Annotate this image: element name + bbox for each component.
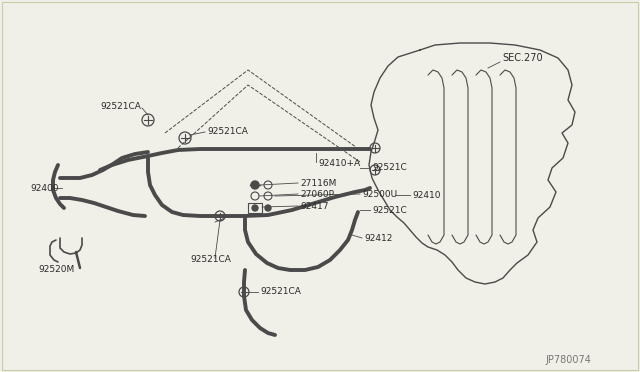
Text: 92521CA: 92521CA <box>207 126 248 135</box>
Text: 92521CA: 92521CA <box>100 102 141 110</box>
Text: JP780074: JP780074 <box>545 355 591 365</box>
Text: 92521CA: 92521CA <box>190 256 231 264</box>
Text: 92521C: 92521C <box>372 163 407 171</box>
Text: 92500U: 92500U <box>362 189 397 199</box>
Text: 27060P: 27060P <box>300 189 334 199</box>
Text: 92410+A: 92410+A <box>318 158 360 167</box>
Bar <box>248 203 262 213</box>
Text: 27116M: 27116M <box>300 179 337 187</box>
Text: 92417: 92417 <box>300 202 328 211</box>
Text: 92410: 92410 <box>412 190 440 199</box>
Circle shape <box>265 205 271 211</box>
Text: 92412: 92412 <box>364 234 392 243</box>
Circle shape <box>252 205 258 211</box>
Circle shape <box>251 181 259 189</box>
Text: 92521CA: 92521CA <box>260 288 301 296</box>
Text: SEC.270: SEC.270 <box>502 53 543 63</box>
Text: 92520M: 92520M <box>38 266 74 275</box>
Text: 92521C: 92521C <box>372 205 407 215</box>
Text: 92400: 92400 <box>30 183 58 192</box>
